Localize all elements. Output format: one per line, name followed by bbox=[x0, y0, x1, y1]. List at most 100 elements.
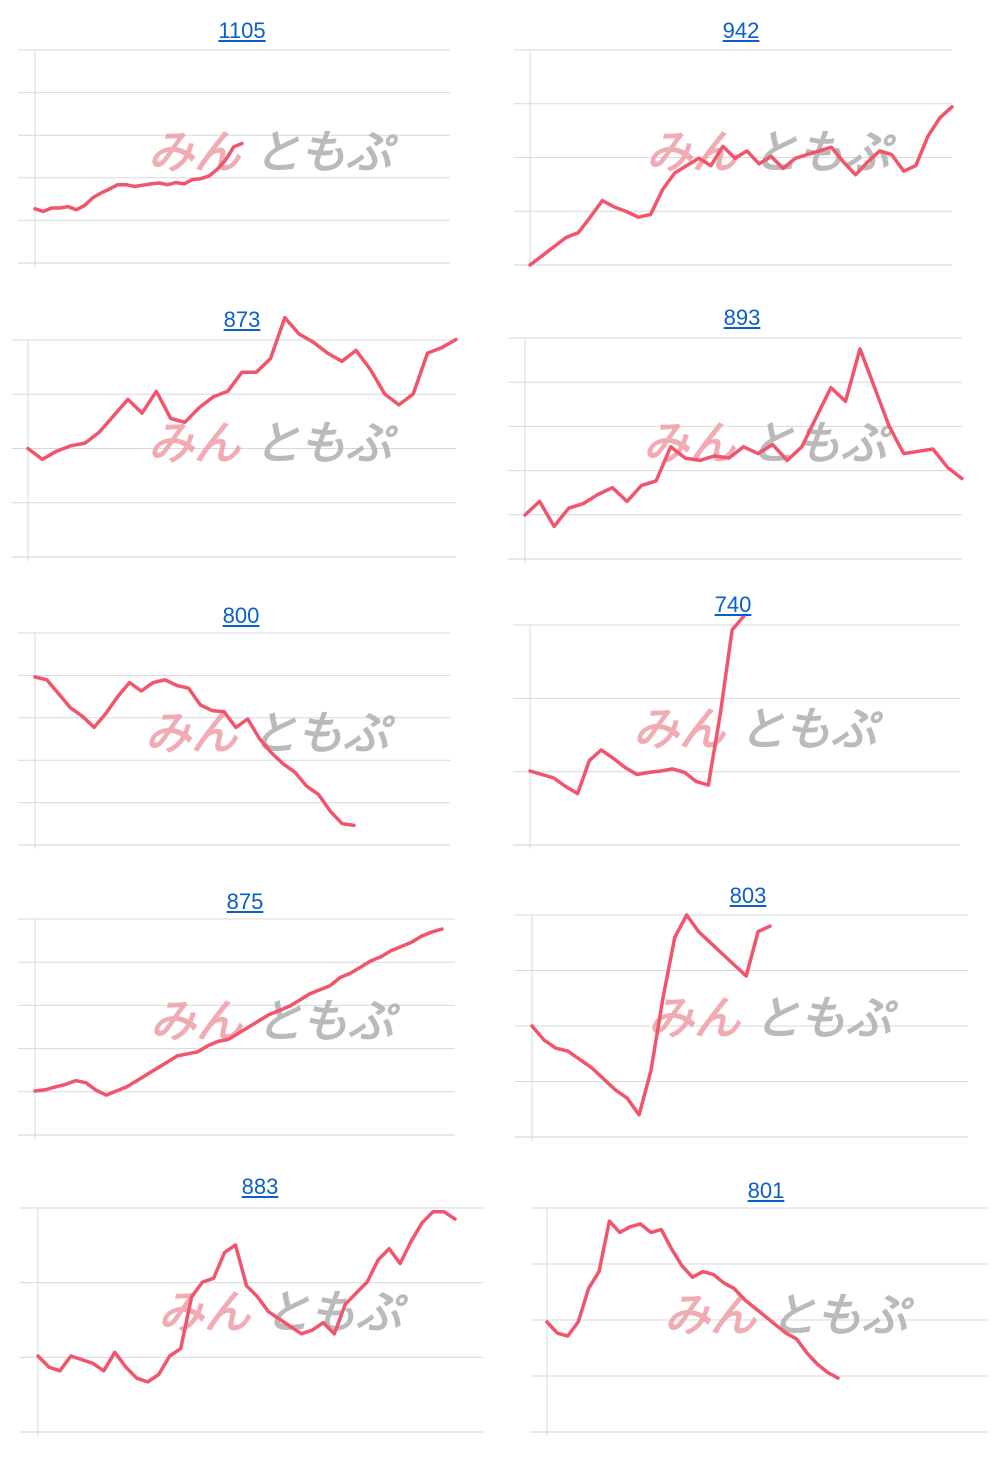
data-point bbox=[774, 1323, 777, 1326]
data-point bbox=[383, 393, 386, 396]
data-point bbox=[399, 1262, 402, 1265]
data-point bbox=[80, 1358, 83, 1361]
chart-title-link[interactable]: 883 bbox=[241, 1174, 279, 1199]
data-point bbox=[878, 149, 881, 152]
watermark-part2: ともぷ bbox=[770, 1288, 915, 1342]
data-point bbox=[247, 1026, 250, 1029]
chart-title-link[interactable]: 800 bbox=[222, 603, 260, 628]
data-point bbox=[69, 444, 72, 447]
data-point bbox=[890, 153, 893, 156]
watermark-part2: ともぷ bbox=[254, 125, 399, 179]
data-point bbox=[341, 822, 344, 825]
data-point bbox=[207, 175, 210, 178]
data-point bbox=[268, 1013, 271, 1016]
chart-title-link[interactable]: 740 bbox=[714, 592, 752, 617]
data-point bbox=[771, 443, 774, 446]
data-point bbox=[104, 712, 107, 715]
data-point bbox=[691, 1276, 694, 1279]
data-point bbox=[115, 1090, 118, 1093]
data-point bbox=[176, 1054, 179, 1057]
data-point bbox=[226, 390, 229, 393]
data-point bbox=[743, 1298, 746, 1301]
data-point bbox=[91, 1362, 94, 1365]
series-line bbox=[523, 347, 964, 529]
data-point bbox=[113, 1351, 116, 1354]
data-point bbox=[83, 204, 86, 207]
data-point bbox=[145, 1073, 148, 1076]
chart-title-link[interactable]: 803 bbox=[729, 883, 767, 908]
data-point bbox=[914, 164, 917, 167]
data-point bbox=[800, 445, 803, 448]
data-point bbox=[577, 231, 580, 234]
data-point bbox=[709, 164, 712, 167]
data-point bbox=[34, 207, 37, 210]
chart-title-link[interactable]: 942 bbox=[722, 18, 760, 43]
data-point bbox=[926, 135, 929, 138]
watermark-part2: ともぷ bbox=[752, 125, 897, 179]
data-point bbox=[564, 785, 567, 788]
data-point bbox=[326, 352, 329, 355]
data-point bbox=[207, 1044, 210, 1047]
data-point bbox=[650, 1069, 653, 1072]
data-point bbox=[224, 159, 227, 162]
data-point bbox=[288, 1005, 291, 1008]
chart-title-link[interactable]: 1105 bbox=[218, 18, 266, 43]
data-point bbox=[166, 183, 169, 186]
chart-title-link[interactable]: 893 bbox=[723, 305, 761, 330]
data-point bbox=[232, 145, 235, 148]
chart-801: みん ともぷ bbox=[530, 1207, 987, 1436]
data-point bbox=[135, 1377, 138, 1380]
data-point bbox=[212, 395, 215, 398]
data-point bbox=[713, 454, 716, 457]
data-point bbox=[69, 1355, 72, 1358]
data-point bbox=[146, 1380, 149, 1383]
data-point bbox=[270, 751, 273, 754]
data-point bbox=[390, 949, 393, 952]
data-point bbox=[255, 371, 258, 374]
data-point bbox=[785, 1332, 788, 1335]
data-point bbox=[443, 1210, 446, 1213]
data-point bbox=[317, 793, 320, 796]
data-point bbox=[734, 157, 737, 160]
data-point bbox=[596, 493, 599, 496]
data-point bbox=[50, 207, 53, 210]
series-line bbox=[33, 675, 356, 828]
data-point bbox=[655, 479, 658, 482]
data-point bbox=[589, 216, 592, 219]
data-point bbox=[278, 1009, 281, 1012]
data-point bbox=[256, 1295, 259, 1298]
data-point bbox=[614, 1088, 617, 1091]
data-point bbox=[298, 333, 301, 336]
watermark-logo: みん ともぷ bbox=[643, 416, 894, 470]
data-point bbox=[673, 172, 676, 175]
data-point bbox=[141, 412, 144, 415]
series-line bbox=[36, 1209, 457, 1384]
series-line bbox=[530, 913, 772, 1117]
data-point bbox=[757, 930, 760, 933]
data-point bbox=[322, 1321, 325, 1324]
chart-title-link[interactable]: 873 bbox=[223, 307, 261, 332]
data-point bbox=[54, 1085, 57, 1088]
data-point bbox=[553, 525, 556, 528]
data-point bbox=[329, 810, 332, 813]
data-point bbox=[41, 458, 44, 461]
data-point bbox=[318, 988, 321, 991]
data-point bbox=[541, 254, 544, 257]
data-point bbox=[829, 386, 832, 389]
data-point bbox=[69, 706, 72, 709]
chart-title-link[interactable]: 875 bbox=[226, 889, 264, 914]
data-point bbox=[227, 1038, 230, 1041]
data-point bbox=[298, 999, 301, 1002]
data-point bbox=[149, 182, 152, 185]
data-point bbox=[626, 1097, 629, 1100]
watermark-part1: みん bbox=[148, 416, 242, 470]
data-point bbox=[742, 445, 745, 448]
data-point bbox=[156, 1067, 159, 1070]
data-point bbox=[432, 1210, 435, 1213]
data-point bbox=[529, 264, 532, 267]
data-point bbox=[278, 1318, 281, 1321]
data-point bbox=[124, 1366, 127, 1369]
chart-title-link[interactable]: 801 bbox=[747, 1178, 785, 1203]
data-point bbox=[64, 1083, 67, 1086]
